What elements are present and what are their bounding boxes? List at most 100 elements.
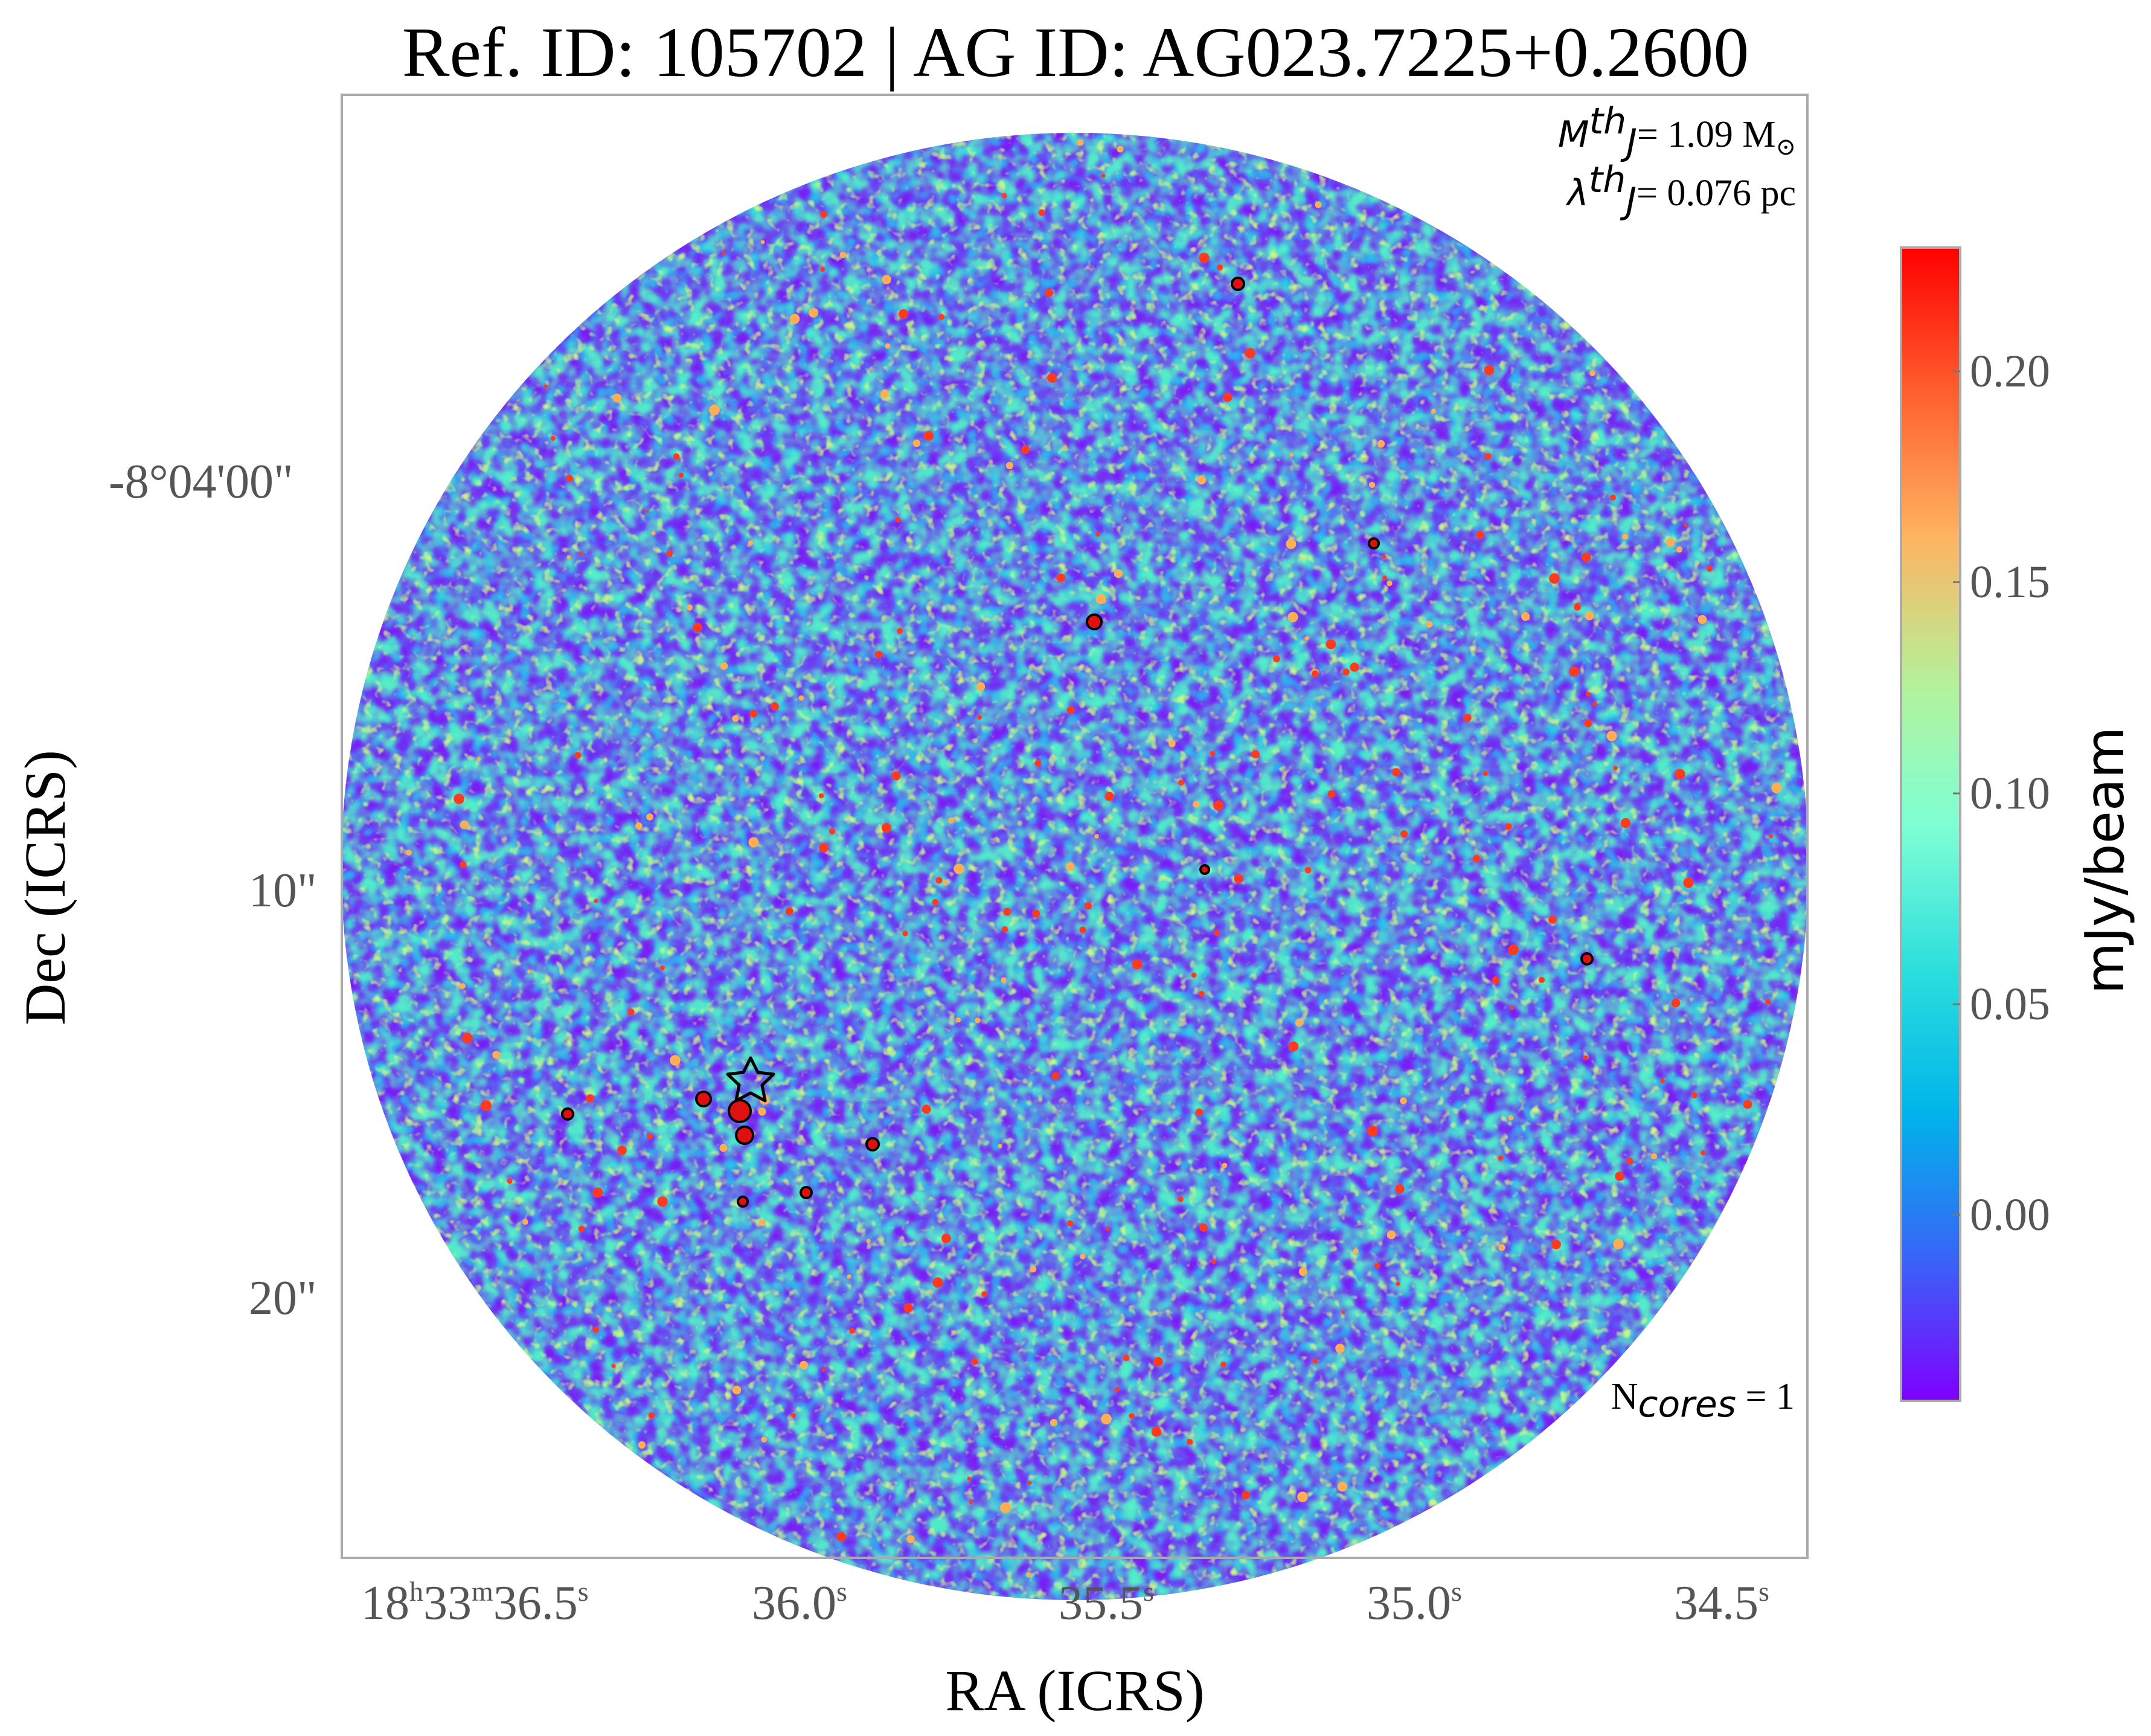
colorbar-tick-marks	[1953, 370, 1960, 1216]
emission-peak	[975, 1017, 981, 1023]
emission-peak	[943, 880, 949, 886]
emission-peak	[902, 930, 908, 937]
emission-clump	[695, 1091, 712, 1107]
emission-peak	[1298, 1267, 1308, 1276]
emission-peak	[1586, 692, 1591, 697]
emission-peak	[1003, 908, 1011, 916]
emission-peak	[758, 1219, 766, 1226]
emission-map	[341, 133, 1809, 1600]
emission-peak	[406, 850, 412, 856]
plot-frame	[341, 94, 1809, 1559]
x-tick-label: 35.5s	[1059, 1576, 1154, 1630]
emission-peak	[1377, 440, 1385, 448]
y-tick-label: 10"	[249, 864, 317, 917]
emission-peak	[1101, 173, 1106, 178]
emission-peak	[1615, 1171, 1624, 1181]
emission-peak	[1606, 731, 1617, 741]
emission-peak	[647, 1133, 653, 1139]
emission-peak	[1426, 621, 1433, 628]
emission-peak	[839, 251, 847, 258]
emission-clump	[735, 1126, 754, 1145]
emission-peak	[789, 313, 800, 324]
emission-peak	[1584, 719, 1592, 728]
emission-peak	[749, 709, 758, 718]
star-icon	[726, 1056, 775, 1103]
emission-peak	[954, 863, 964, 874]
emission-peak	[578, 1225, 585, 1232]
emission-peak	[1304, 636, 1309, 641]
emission-peak	[1650, 1153, 1658, 1160]
emission-peaks	[406, 139, 1782, 1578]
emission-peak	[1538, 976, 1545, 984]
emission-peak	[836, 1531, 847, 1542]
emission-peak	[1498, 1244, 1505, 1251]
emission-peak	[885, 343, 891, 349]
emission-peak	[1573, 603, 1582, 611]
emission-peak	[791, 1413, 796, 1418]
emission-peak	[1220, 1362, 1226, 1368]
x-tick-label: 34.5s	[1674, 1576, 1769, 1630]
emission-peak	[1476, 531, 1484, 539]
emission-peak	[659, 965, 665, 971]
emission-peak	[648, 1412, 655, 1419]
emission-peak	[670, 1055, 681, 1066]
emission-peak	[971, 1358, 978, 1365]
emission-peak	[1123, 1354, 1130, 1362]
emission-peak	[1104, 792, 1114, 801]
emission-peak	[1191, 972, 1197, 978]
emission-peak	[1066, 706, 1075, 714]
emission-peak	[969, 1500, 973, 1505]
emission-peak	[1466, 828, 1470, 833]
emission-peak	[941, 1234, 951, 1243]
emission-clump	[1580, 952, 1594, 966]
emission-peak	[1548, 915, 1557, 924]
emission-peak	[543, 384, 548, 389]
emission-peak	[1000, 1502, 1011, 1513]
emission-peak	[507, 1178, 513, 1184]
emission-peak	[1195, 1108, 1204, 1116]
emission-peak	[1765, 999, 1771, 1005]
emission-peak	[1508, 1115, 1514, 1121]
emission-peak	[1032, 909, 1040, 918]
emission-peak	[1047, 373, 1057, 383]
emission-clump	[800, 1186, 813, 1199]
emission-peak	[1297, 1491, 1308, 1502]
emission-peak	[612, 393, 622, 403]
emission-peak	[462, 1033, 473, 1043]
emission-peak	[1327, 790, 1336, 798]
emission-peak	[1117, 146, 1124, 153]
x-tick-label: 18h33m36.5s	[361, 1576, 589, 1630]
emission-peak	[899, 309, 908, 319]
emission-peak	[1021, 445, 1030, 455]
emission-peak	[748, 837, 759, 848]
emission-peak	[1743, 1100, 1752, 1109]
emission-peak	[579, 552, 583, 556]
emission-peak	[1038, 209, 1045, 216]
emission-clump	[1086, 613, 1103, 630]
emission-peak	[1483, 770, 1489, 777]
emission-peak	[1295, 1019, 1303, 1027]
x-axis-label: RA (ICRS)	[945, 1658, 1205, 1723]
colorbar	[1900, 246, 1961, 1402]
emission-peak	[722, 251, 725, 255]
emission-peak	[719, 1144, 728, 1152]
emission-peak	[1583, 1055, 1588, 1060]
emission-peak	[481, 1100, 492, 1111]
emission-peak	[897, 628, 903, 634]
emission-peak	[1114, 569, 1123, 578]
emission-peak	[732, 1385, 742, 1395]
emission-peak	[1115, 1387, 1120, 1392]
emission-peak	[819, 266, 825, 272]
emission-peak	[935, 877, 943, 884]
emission-peak	[1472, 854, 1481, 863]
emission-peak	[460, 983, 466, 989]
emission-peak	[645, 510, 649, 513]
emission-peak	[1312, 1358, 1318, 1364]
ncores-annotation: Ncores = 1	[1611, 1376, 1795, 1426]
emission-peak	[1613, 766, 1618, 770]
colorbar-tick-label: 0.20	[1970, 346, 2050, 397]
emission-peak	[1234, 874, 1243, 883]
emission-peak	[761, 1437, 767, 1443]
emission-peak	[1707, 566, 1713, 572]
